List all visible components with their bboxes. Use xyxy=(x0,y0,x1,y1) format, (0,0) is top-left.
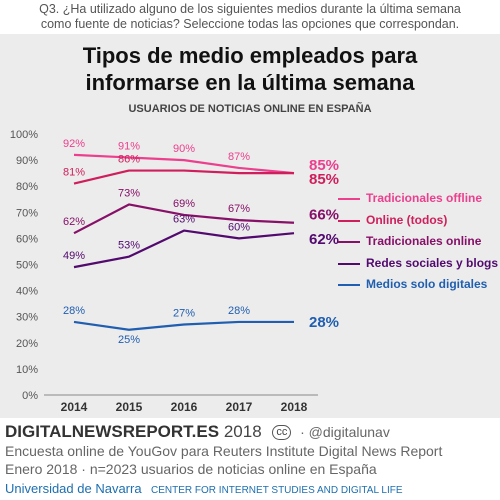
legend-item: Medios solo digitales xyxy=(338,277,498,299)
series-line xyxy=(73,229,295,269)
data-label: 85% xyxy=(309,171,339,188)
legend-item: Tradicionales online xyxy=(338,234,498,256)
university-credit: Universidad de Navarra CENTER FOR INTERN… xyxy=(5,480,403,498)
data-label: 28% xyxy=(63,305,85,317)
y-tick-label: 90% xyxy=(16,155,38,167)
y-tick-label: 50% xyxy=(16,260,38,272)
data-label: 28% xyxy=(309,314,339,331)
data-label: 73% xyxy=(118,187,140,199)
chart-title-line-2: informarse en la última semana xyxy=(85,70,415,95)
legend-swatch xyxy=(338,284,360,286)
data-label: 66% xyxy=(309,207,339,224)
legend-label: Online (todos) xyxy=(366,212,448,227)
legend-label: Tradicionales offline xyxy=(366,191,483,205)
data-label: 63% xyxy=(173,214,195,226)
legend-item: Tradicionales offline xyxy=(338,191,498,213)
legend-label: Medios solo digitales xyxy=(366,277,488,291)
x-tick-label: 2017 xyxy=(226,400,253,414)
x-tick-label: 2015 xyxy=(116,400,143,414)
data-label: 62% xyxy=(63,216,85,228)
legend-label: Redes sociales y blogs xyxy=(366,255,499,270)
data-label: 91% xyxy=(118,140,140,152)
footer-source: Encuesta online de YouGov para Reuters I… xyxy=(5,443,443,459)
data-label: 49% xyxy=(63,250,85,262)
data-label: 67% xyxy=(228,203,250,215)
university-name: Universidad de Navarra xyxy=(5,481,142,496)
brand-name: DIGITALNEWSREPORT.ES xyxy=(5,422,220,441)
x-tick-label: 2016 xyxy=(171,400,198,414)
series-line xyxy=(73,153,295,175)
legend-label: Tradicionales online xyxy=(366,234,482,248)
y-tick-label: 10% xyxy=(16,364,38,376)
data-label: 27% xyxy=(173,308,195,320)
series-line xyxy=(73,169,294,185)
data-label: 81% xyxy=(63,167,85,179)
survey-question-line-2: como fuente de noticias? Seleccione toda… xyxy=(40,17,460,31)
data-label: 28% xyxy=(228,305,250,317)
data-label: 92% xyxy=(63,138,85,150)
data-label: 86% xyxy=(118,154,140,166)
y-tick-label: 100% xyxy=(10,129,38,141)
x-tick-label: 2014 xyxy=(61,400,88,414)
y-tick-label: 20% xyxy=(16,338,38,350)
data-label: 60% xyxy=(228,221,250,233)
legend-swatch xyxy=(338,219,360,222)
y-tick-label: 60% xyxy=(16,233,38,245)
data-label: 62% xyxy=(309,231,339,248)
data-label: 85% xyxy=(309,157,339,174)
footer-brand: DIGITALNEWSREPORT.ES 2018 cc · @digitalu… xyxy=(5,421,390,443)
legend-swatch xyxy=(338,198,360,200)
chart-subtitle: USUARIOS DE NOTICIAS ONLINE EN ESPAÑA xyxy=(128,103,372,115)
data-label: 90% xyxy=(173,143,195,155)
chart-title: Tipos de medio empleados para informarse… xyxy=(0,42,500,96)
chart-title-line-1: Tipos de medio empleados para xyxy=(82,43,418,68)
y-tick-label: 30% xyxy=(16,312,38,324)
legend-swatch xyxy=(338,262,360,265)
y-tick-label: 40% xyxy=(16,286,38,298)
data-label: 25% xyxy=(118,334,140,346)
y-tick-label: 70% xyxy=(16,207,38,219)
y-tick-label: 0% xyxy=(22,390,38,402)
research-center-name: CENTER FOR INTERNET STUDIES AND DIGITAL … xyxy=(151,485,403,496)
footer-sample: Enero 2018 · n=2023 usuarios de noticias… xyxy=(5,461,377,477)
legend-swatch xyxy=(338,241,360,243)
survey-question: Q3. ¿Ha utilizado alguno de los siguient… xyxy=(0,2,500,32)
twitter-handle: · @digitalunav xyxy=(300,424,390,440)
data-label: 87% xyxy=(228,151,250,163)
chart-panel xyxy=(0,34,500,418)
chart-legend: Tradicionales offline Online (todos) Tradi… xyxy=(338,191,498,299)
x-tick-label: 2018 xyxy=(281,400,308,414)
brand-year: 2018 xyxy=(223,422,262,441)
survey-question-line-1: Q3. ¿Ha utilizado alguno de los siguient… xyxy=(39,2,461,16)
legend-item: Redes sociales y blogs xyxy=(338,256,498,278)
data-label: 69% xyxy=(173,198,195,210)
series-line xyxy=(73,203,295,235)
legend-item: Online (todos) xyxy=(338,213,498,235)
creative-commons-icon: cc xyxy=(272,425,292,440)
data-label: 53% xyxy=(118,240,140,252)
y-tick-label: 80% xyxy=(16,181,38,193)
series-line xyxy=(73,320,294,331)
